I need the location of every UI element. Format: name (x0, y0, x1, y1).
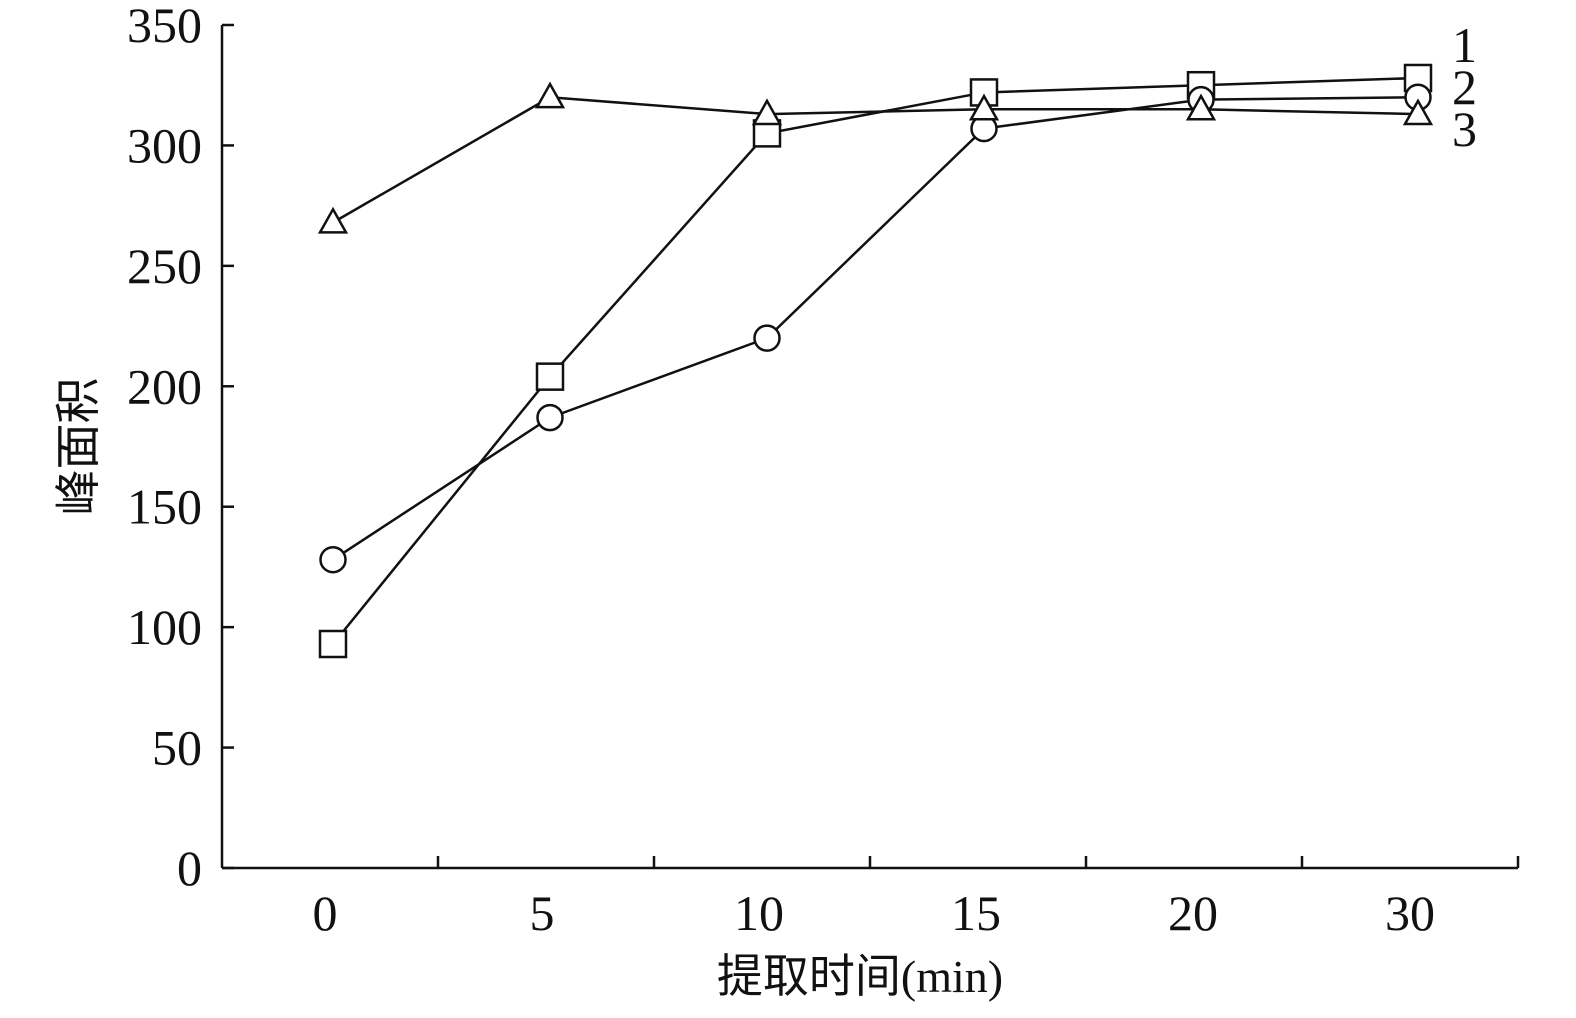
series-end-labels: 123 (1452, 17, 1477, 157)
series-1 (318, 63, 1433, 659)
circle-marker (319, 545, 347, 574)
y-tick-label: 100 (127, 599, 202, 655)
x-tick-label: 20 (1168, 885, 1218, 941)
circle-marker (536, 403, 564, 432)
x-axis-title: 提取时间(min) (717, 951, 1003, 1002)
x-tick-label: 10 (734, 885, 784, 941)
series-end-label: 3 (1452, 101, 1477, 157)
square-marker (318, 629, 348, 659)
x-tick-label: 0 (313, 885, 338, 941)
series-line (332, 96, 1419, 561)
x-tick-label: 5 (530, 885, 555, 941)
square-marker (535, 362, 565, 391)
y-tick-label: 50 (152, 720, 202, 776)
series-line (332, 95, 1419, 224)
y-axis-title: 峰面积 (53, 378, 104, 516)
triangle-marker (317, 206, 349, 234)
axes: 0 50 100 150 200 250 300 350 0 5 10 15 20 30 (127, 0, 1520, 941)
y-tick-label: 200 (127, 358, 202, 414)
y-tick-label: 300 (127, 117, 202, 173)
series-2 (319, 83, 1432, 574)
x-axis-ticks: 0 5 10 15 20 30 (313, 856, 1520, 941)
series-end-label: 1 (1452, 17, 1477, 73)
y-tick-label: 150 (127, 479, 202, 535)
y-axis-ticks: 0 50 100 150 200 250 300 350 (127, 0, 234, 896)
series-end-label: 2 (1452, 59, 1477, 115)
x-tick-label: 30 (1385, 885, 1435, 941)
series-3 (317, 81, 1434, 234)
x-tick-label: 15 (951, 885, 1001, 941)
y-tick-label: 350 (127, 0, 202, 53)
series-line (332, 76, 1419, 645)
y-tick-label: 0 (177, 840, 202, 896)
series-group (317, 63, 1434, 659)
triangle-marker (968, 93, 1000, 121)
triangle-marker (1185, 93, 1217, 121)
triangle-marker (534, 81, 566, 109)
triangle-marker (751, 98, 783, 126)
y-tick-label: 250 (127, 238, 202, 294)
circle-marker (753, 324, 781, 352)
triangle-marker (1402, 98, 1434, 126)
